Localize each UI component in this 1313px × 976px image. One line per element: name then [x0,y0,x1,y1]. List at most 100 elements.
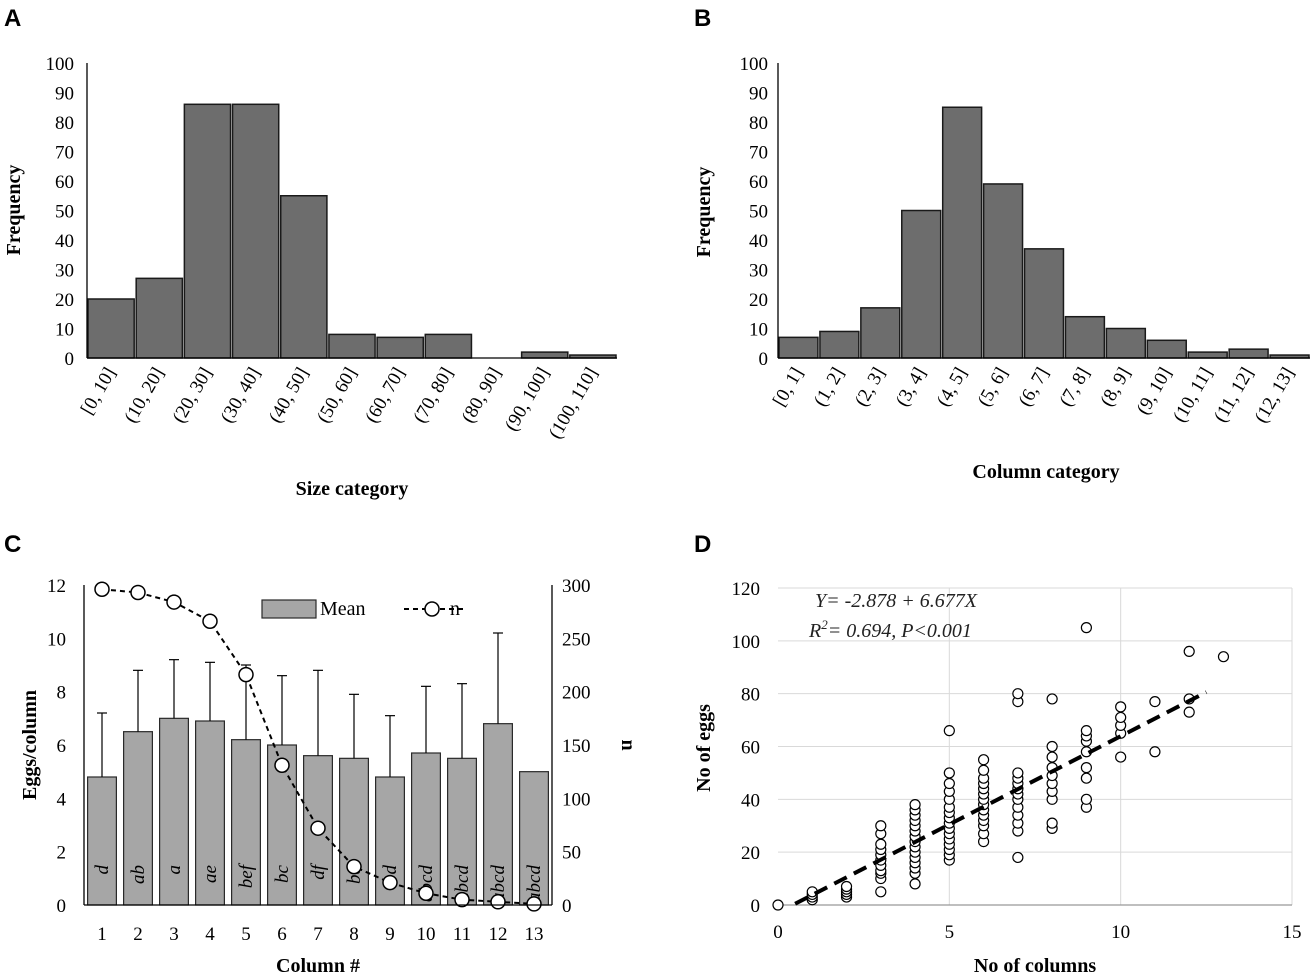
y2-tick-label: 250 [562,629,591,650]
y-tick-label: 20 [749,290,768,311]
group-letter-label: ae [200,865,221,883]
n-point [130,584,146,601]
n-point [238,666,254,683]
y-tick-label: 12 [47,576,66,597]
mean-bar-13 [518,771,549,906]
y-tick-label: 70 [749,143,768,164]
scatter-point [1012,851,1024,864]
scatter-point [1183,645,1195,658]
x-tick-label: (60, 70] [361,364,409,427]
scatter-point [1080,793,1093,805]
scatter-point [1080,725,1093,737]
regression-stats: R2= 0.694, P<0.001 [808,617,972,642]
y-tick-label: 100 [46,54,75,75]
panel-a-y-axis-title: Frequency [3,165,25,256]
regression-equation: Y= -2.878 + 6.677X [815,590,978,612]
x-tick-label: 10 [1111,922,1130,943]
group-letter-label: df [308,862,329,880]
y-tick-label: 40 [741,790,760,811]
r2-superscript: 2 [821,617,828,632]
panel-a-x-axis-title: Size category [296,478,409,500]
group-letter-label: bef [236,862,257,888]
x-tick-label: 7 [313,924,323,945]
mean-bar-8 [339,757,370,906]
scatter-point [1046,740,1058,753]
r2-value: = 0.694, P<0.001 [828,620,972,642]
y2-tick-label: 300 [562,576,591,597]
bar-[0, 1] [778,336,819,359]
y2-tick-label: 150 [562,736,591,757]
scatter-point [1046,693,1058,705]
y-tick-label: 50 [55,202,74,223]
scatter-point [943,767,955,779]
x-tick-label: (50, 60] [313,364,361,427]
scatter-point [1046,817,1058,829]
x-tick-label: (5, 6] [974,364,1013,410]
x-tick-label: 4 [205,924,215,945]
scatter-point [1115,711,1127,724]
panel-d-scatter: 0 20 40 60 80 100 120 0 5 10 15 Y= -2.878 + 6.677… [693,579,1302,976]
group-letter-label: abcd [524,865,545,902]
panel-c-combo-chart: d ab a ae bef bc df bd bd abcd abcd abcd abcd 024681… [19,576,639,976]
mean-bar-11 [447,757,478,906]
x-tick-label: (2, 3] [851,364,890,410]
x-tick-label: (6, 7] [1015,364,1054,410]
x-tick-label: [0, 1] [769,364,808,410]
mean-bar-3 [159,717,190,906]
panel-b-y-axis-title: Frequency [693,167,715,258]
scatter-point [875,820,887,832]
scatter-point [1046,751,1058,763]
y-tick-label: 60 [749,172,768,193]
x-tick-label: (9, 10] [1133,364,1177,418]
legend-n-marker [424,601,440,617]
bar-(6, 7] [1023,248,1065,359]
bar-(9, 10] [1146,339,1187,359]
x-tick-label: 6 [277,924,287,945]
x-tick-label: 11 [453,924,471,945]
y-tick-label: 10 [55,320,74,341]
panel-a-histogram: 0 10 20 30 40 50 60 70 80 90 100 [0, 10] (10, 20] (2… [3,54,617,500]
panel-letter-b: B [694,5,711,32]
bar-(90, 100] [520,351,569,359]
n-point [346,858,362,875]
n-point [490,894,506,910]
y-tick-label: 80 [55,113,74,134]
scatter-point [909,799,921,811]
x-tick-label: (100, 110] [545,364,602,442]
n-point [454,891,470,908]
scatter-point [909,878,921,890]
bar-(1, 2] [819,330,860,359]
y-tick-label: 20 [741,843,760,864]
group-letter-label: bc [272,864,293,883]
y-tick-label: 60 [55,172,74,193]
panel-c-legend: Mean n [261,598,464,620]
x-tick-label: (20, 30] [169,364,217,427]
group-letter-label: abcd [488,865,509,902]
mean-bar-12 [483,723,514,906]
mean-bar-2 [122,731,153,906]
scatter-point [943,725,955,737]
y-tick-label: 0 [65,349,75,370]
bar-(60, 70] [376,336,425,359]
panel-b-histogram: 0 10 20 30 40 50 60 70 80 90 100 [0, 1] (1, 2] (2, 3… [693,54,1310,483]
n-point [382,874,398,891]
n-point [310,820,326,836]
bar-(3, 4] [901,209,942,359]
n-point [418,885,434,902]
mean-bar-4 [195,720,226,906]
scatter-point [1217,651,1230,663]
bar-(10, 20] [135,277,184,359]
y-tick-label: 30 [55,261,74,282]
bar-(8, 9] [1105,327,1147,359]
scatter-point [1115,701,1127,713]
group-letter-label: a [164,865,185,875]
x-tick-label: (90, 100] [501,364,554,435]
x-tick-label: (1, 2] [810,364,849,410]
n-point [94,581,110,598]
panel-d-y-axis-title: No of eggs [693,704,715,792]
x-tick-label: 5 [945,922,955,943]
y-tick-label: 80 [741,685,760,706]
scatter-point [977,754,990,766]
bar-(70, 80] [424,333,473,359]
